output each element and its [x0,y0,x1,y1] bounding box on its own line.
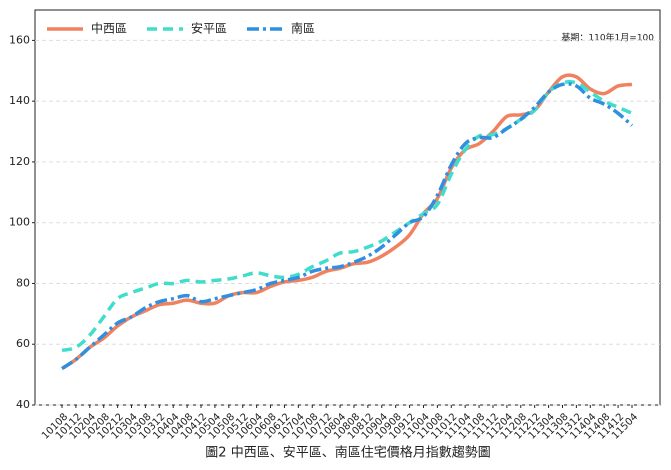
y-tick-label: 80 [16,276,30,289]
y-tick-label: 40 [16,398,30,411]
y-tick-label: 120 [9,155,30,168]
y-tick-label: 160 [9,33,30,46]
legend-label: 中西區 [91,21,127,36]
legend-label: 南區 [291,21,315,36]
y-tick-label: 60 [16,337,30,350]
plot-frame [34,9,661,406]
annotation: 基期：110年1月=100 [561,32,654,44]
series-line [61,80,633,353]
y-tick-label: 100 [9,216,30,229]
y-tick-label: 140 [9,94,30,107]
legend-label: 安平區 [191,21,227,36]
series-line [61,82,634,371]
series-line [61,73,633,371]
chart-title: 圖2 中西區、安平區、南區住宅價格月指數趨勢圖 [205,445,490,461]
